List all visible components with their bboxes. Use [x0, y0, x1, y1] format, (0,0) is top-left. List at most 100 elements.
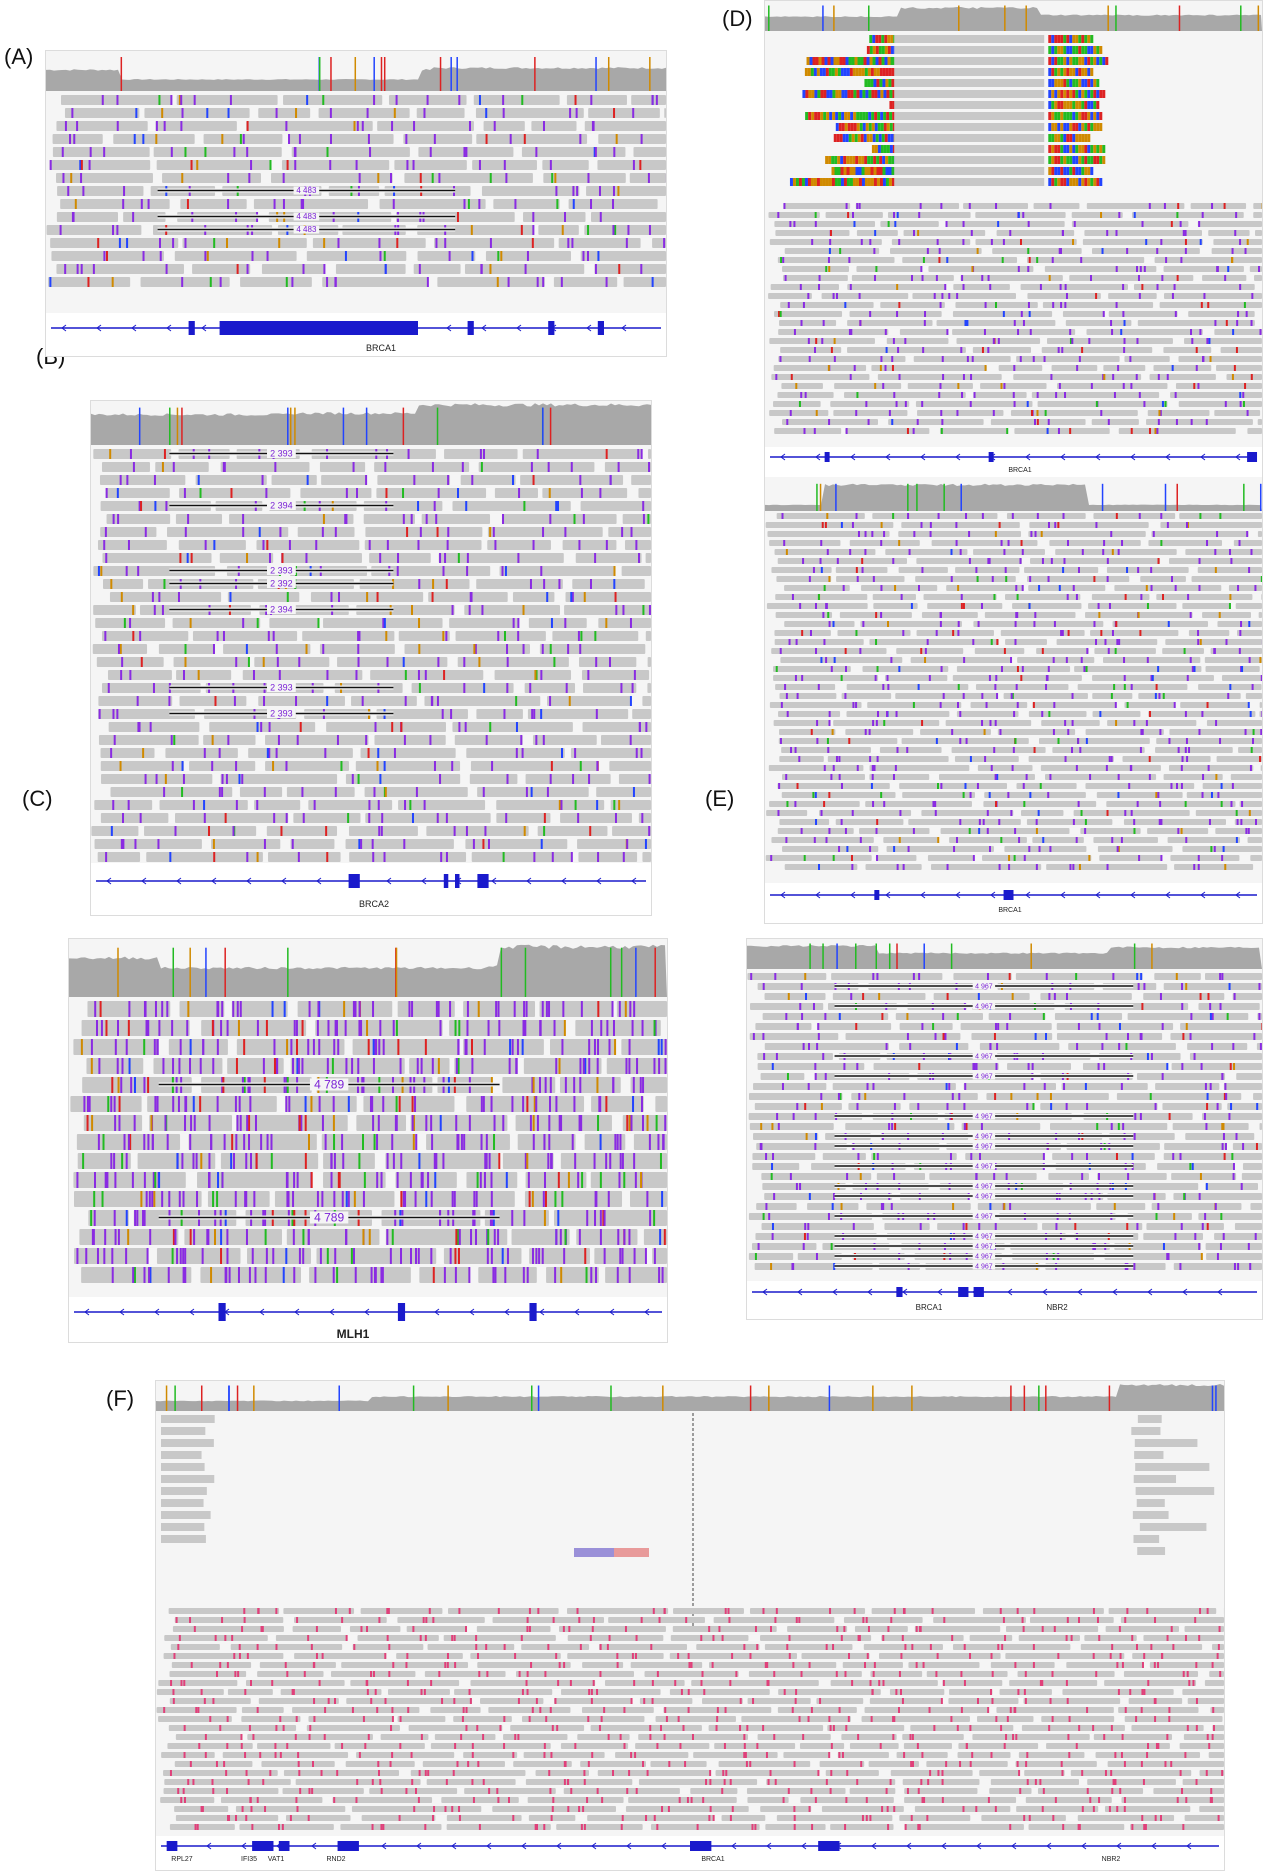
aligned-read	[1052, 1153, 1155, 1160]
soft-clip-base	[1057, 46, 1060, 54]
aligned-read	[411, 1115, 508, 1131]
read-marker	[1175, 392, 1177, 398]
read-marker	[772, 1233, 774, 1240]
read-marker	[145, 527, 147, 537]
read-marker	[987, 810, 989, 816]
aligned-read	[774, 720, 829, 726]
aligned-read	[240, 787, 282, 797]
read-marker	[1155, 792, 1157, 798]
read-marker	[64, 264, 66, 274]
read-marker	[530, 579, 532, 589]
soft-clip-base	[1099, 145, 1102, 153]
aligned-read	[1134, 1535, 1160, 1543]
read-marker	[486, 1134, 488, 1150]
read-marker	[326, 670, 328, 680]
read-marker	[995, 675, 997, 681]
read-marker	[73, 212, 75, 222]
soft-clip-base	[1099, 90, 1102, 98]
read-marker	[76, 121, 78, 131]
read-marker	[276, 748, 278, 758]
read-marker	[376, 761, 378, 771]
soft-clip-base	[1066, 112, 1069, 120]
read-marker	[873, 576, 875, 582]
read-marker	[182, 1248, 184, 1264]
aligned-read	[1192, 576, 1262, 582]
read-marker	[799, 1183, 801, 1190]
soft-clip-base	[811, 112, 814, 120]
soft-clip-base	[814, 68, 817, 76]
read-marker	[302, 1229, 304, 1245]
read-marker	[779, 356, 781, 362]
aligned-read	[894, 68, 1044, 76]
read-marker	[609, 657, 611, 667]
read-marker	[302, 1248, 304, 1264]
read-marker	[617, 1229, 619, 1245]
softclip-track	[156, 1413, 1224, 1633]
aligned-read	[1184, 338, 1262, 344]
read-marker	[458, 1058, 460, 1074]
read-marker	[641, 813, 643, 823]
read-marker	[1033, 702, 1035, 708]
soft-clip-base	[862, 112, 865, 120]
read-marker	[287, 160, 289, 170]
read-marker	[599, 488, 601, 498]
read-marker	[291, 277, 293, 287]
aligned-read	[601, 735, 651, 745]
read-marker	[853, 221, 855, 227]
read-marker	[335, 787, 337, 797]
coverage-variant	[809, 944, 811, 970]
read-marker	[939, 248, 941, 254]
read-marker	[237, 1001, 239, 1017]
soft-clip-base	[1096, 101, 1099, 109]
read-marker	[80, 173, 82, 183]
read-marker	[302, 1020, 304, 1036]
aligned-read	[561, 1153, 667, 1169]
read-marker	[995, 720, 997, 726]
read-marker	[583, 1058, 585, 1074]
read-marker	[532, 1191, 534, 1207]
read-marker	[823, 801, 825, 807]
read-marker	[579, 1058, 581, 1074]
read-marker	[181, 787, 183, 797]
read-marker	[632, 1096, 634, 1112]
read-marker	[498, 1001, 500, 1017]
read-marker	[654, 1020, 656, 1036]
aligned-read	[1103, 365, 1145, 371]
read-marker	[1256, 1103, 1258, 1110]
soft-clip-base	[826, 90, 829, 98]
read-marker	[458, 95, 460, 105]
read-marker	[181, 1153, 183, 1169]
read-marker	[488, 1020, 490, 1036]
read-marker	[446, 813, 448, 823]
read-marker	[257, 722, 259, 732]
read-marker	[873, 248, 875, 254]
read-marker	[893, 338, 895, 344]
aligned-read	[973, 347, 1031, 353]
read-marker	[238, 1020, 240, 1036]
soft-clip-base	[871, 68, 874, 76]
soft-clip-base	[871, 90, 874, 98]
read-marker	[252, 1248, 254, 1264]
read-marker	[121, 657, 123, 667]
aligned-read	[749, 1093, 842, 1100]
read-marker	[1001, 540, 1003, 546]
read-marker	[158, 1172, 160, 1188]
read-marker	[794, 329, 796, 335]
soft-clip-base	[1093, 112, 1096, 120]
read-marker	[130, 1077, 132, 1093]
read-marker	[1052, 302, 1054, 308]
read-marker	[595, 657, 597, 667]
aligned-read	[298, 527, 355, 537]
read-marker	[1110, 320, 1112, 326]
read-marker	[488, 839, 490, 849]
read-marker	[1050, 1093, 1052, 1100]
gene-exon	[874, 890, 879, 900]
read-marker	[560, 1267, 562, 1283]
aligned-read	[196, 475, 267, 485]
aligned-read	[1173, 1193, 1262, 1200]
softclip-track-top	[765, 33, 1262, 203]
read-marker	[442, 631, 444, 641]
split-read	[614, 1548, 649, 1557]
aligned-read	[426, 1134, 510, 1150]
read-marker	[172, 1096, 174, 1112]
